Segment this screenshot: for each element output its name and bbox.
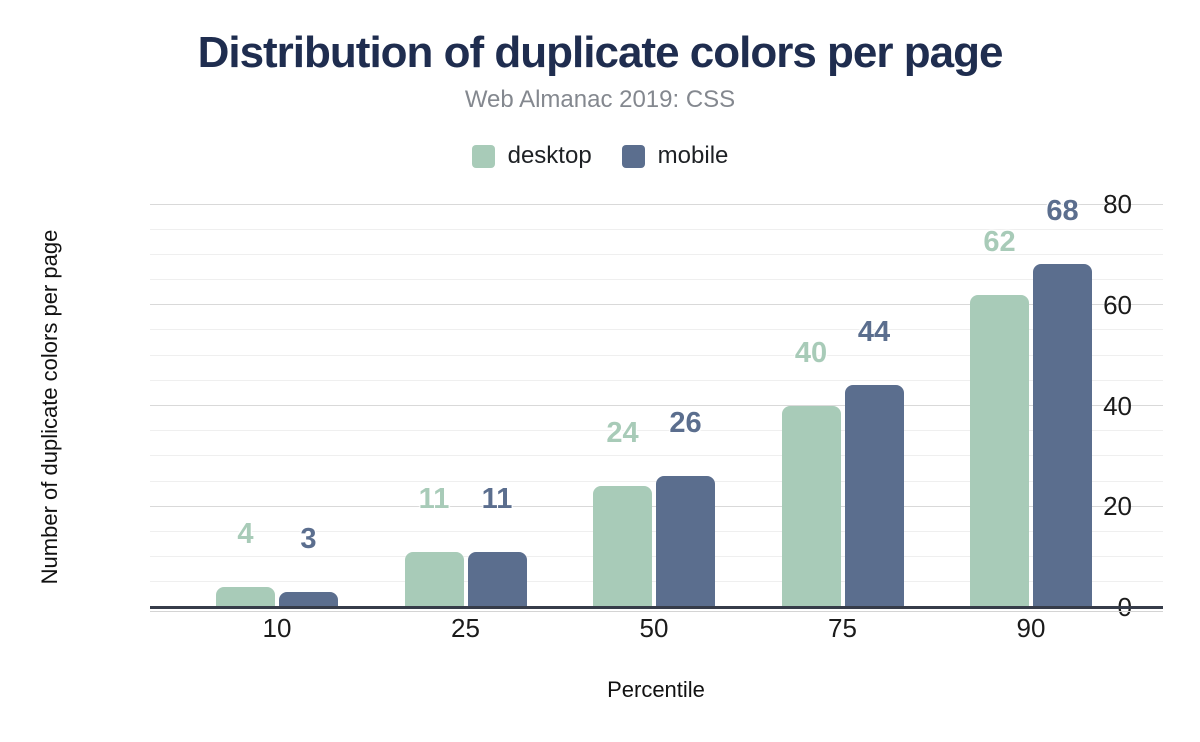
- gridline-minor: [150, 430, 1163, 432]
- bar-value-label-mobile-50: 26: [669, 407, 702, 440]
- chart-subtitle: Web Almanac 2019: CSS: [464, 86, 736, 113]
- legend-label-desktop: desktop: [507, 142, 592, 169]
- gridline-minor: [150, 329, 1163, 331]
- x-axis-line-shadow: [150, 611, 1163, 612]
- x-tick-label-25: 25: [451, 613, 480, 643]
- gridline-minor: [150, 379, 1163, 381]
- bar-value-label-mobile-90: 68: [1046, 195, 1079, 228]
- bar-value-label-mobile-25: 11: [481, 482, 513, 515]
- bar-value-label-desktop-10: 4: [237, 517, 254, 550]
- bar-desktop-90: [970, 294, 1029, 607]
- bar-desktop-75: [781, 405, 841, 607]
- y-tick-label: 60: [1103, 289, 1132, 320]
- legend-item-mobile: mobile: [621, 142, 729, 170]
- gridline-major: [150, 304, 1163, 306]
- gridline-minor: [150, 279, 1163, 281]
- bar-desktop-10: [216, 586, 275, 607]
- bar-value-label-desktop-75: 40: [794, 336, 828, 369]
- gridline-minor: [150, 228, 1163, 230]
- gridline-major: [150, 203, 1163, 205]
- bar-value-label-desktop-50: 24: [606, 417, 639, 450]
- bar-mobile-10: [279, 591, 338, 607]
- x-tick-label-75: 75: [828, 613, 857, 643]
- y-tick-label: 20: [1103, 491, 1132, 522]
- bar-value-label-desktop-25: 11: [418, 482, 450, 515]
- gridline-minor: [150, 253, 1163, 255]
- bar-mobile-50: [656, 476, 715, 607]
- x-tick-label-90: 90: [1016, 613, 1046, 643]
- legend-item-desktop: desktop: [471, 142, 592, 170]
- gridline-major: [150, 405, 1163, 406]
- y-tick-label: 80: [1103, 189, 1132, 219]
- chart-title: Distribution of duplicate colors per pag…: [197, 28, 1004, 77]
- legend-swatch-mobile: [621, 144, 645, 168]
- bar-value-label-mobile-75: 44: [857, 316, 891, 349]
- legend-swatch-desktop: [471, 144, 495, 168]
- gridline-minor: [150, 455, 1163, 457]
- bar-mobile-25: [467, 551, 527, 607]
- bar-mobile-75: [844, 385, 904, 607]
- bar-mobile-90: [1033, 264, 1092, 607]
- y-axis-title: Number of duplicate colors per page: [37, 229, 62, 585]
- legend-label-mobile: mobile: [657, 142, 729, 169]
- x-axis-line: [150, 606, 1163, 609]
- y-tick-label: 40: [1103, 390, 1132, 421]
- plot-area: 4 3 11 11 24 26 40 44 62 68: [150, 195, 1163, 612]
- bar-value-label-desktop-90: 62: [983, 225, 1016, 258]
- x-tick-label-50: 50: [639, 613, 669, 643]
- bar-value-label-mobile-10: 3: [300, 522, 317, 555]
- chart-legend: desktop mobile: [0, 142, 1200, 170]
- bar-desktop-50: [593, 486, 652, 607]
- x-tick-label-10: 10: [262, 613, 292, 643]
- gridline-minor: [150, 354, 1163, 356]
- x-axis-title: Percentile: [607, 677, 705, 702]
- bar-desktop-25: [404, 551, 464, 607]
